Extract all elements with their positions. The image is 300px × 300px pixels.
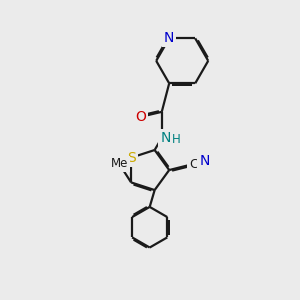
Text: H: H bbox=[172, 133, 181, 146]
Text: N: N bbox=[160, 131, 171, 145]
Text: S: S bbox=[127, 151, 136, 165]
Text: N: N bbox=[164, 31, 174, 45]
Text: C: C bbox=[189, 158, 198, 171]
Text: O: O bbox=[135, 110, 146, 124]
Text: Me: Me bbox=[111, 157, 129, 170]
Text: N: N bbox=[199, 154, 210, 168]
